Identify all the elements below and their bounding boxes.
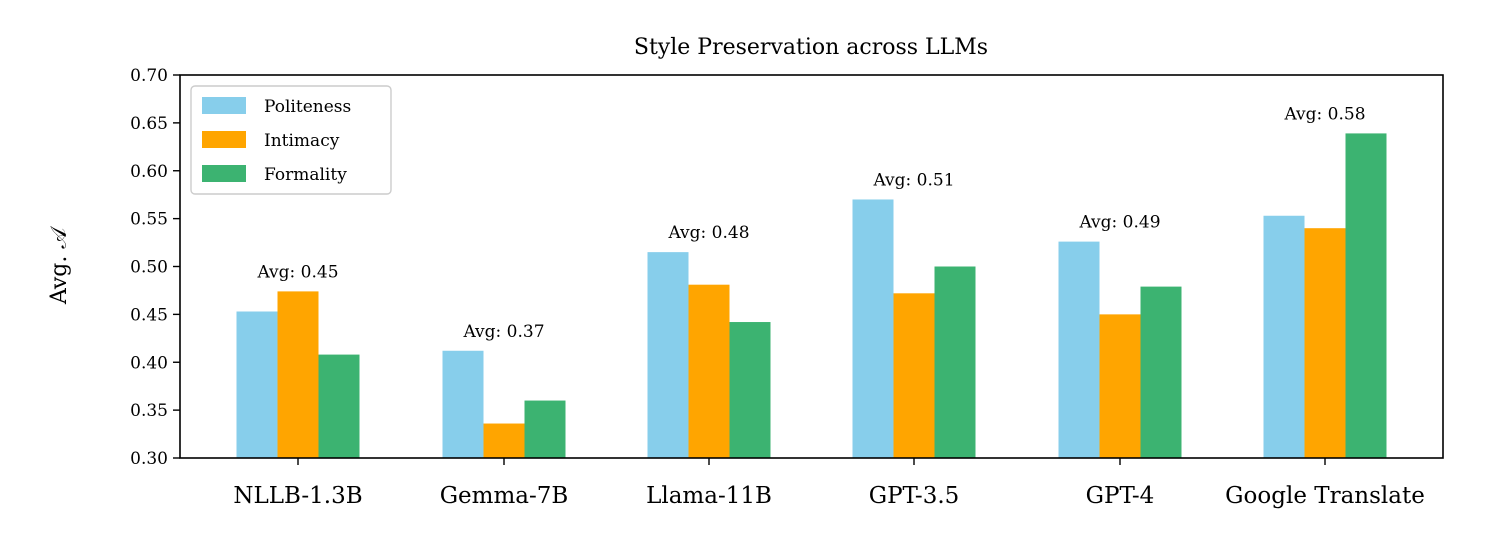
x-tick-label-2: Llama-11B [646,483,772,509]
legend-swatch-formality [202,165,246,182]
x-tick-label-1: Gemma-7B [440,483,569,509]
avg-annotations: Avg: 0.45 Avg: 0.37 Avg: 0.48 Avg: 0.51 Avg:… [256,104,1365,341]
bar-intimacy-3 [893,293,935,458]
bars-layer [236,133,1387,458]
chart-title: Style Preservation across LLMs [634,35,988,60]
bar-politeness-5 [1263,215,1305,458]
avg-annotation-2: Avg: 0.48 [667,223,749,243]
y-tick-label-0: 0.30 [130,449,168,469]
x-tick-label-0: NLLB-1.3B [233,483,362,509]
bar-politeness-3 [852,199,894,458]
legend: Politeness Intimacy Formality [190,85,392,195]
y-axis-label: Avg. 𝒜 [47,226,72,305]
legend-swatch-intimacy [202,131,246,148]
y-tick-label-6: 0.60 [130,162,168,182]
y-tick-label-8: 0.70 [130,66,168,86]
bar-politeness-0 [236,311,278,458]
y-axis: 0.30 0.35 0.40 0.45 0.50 0.55 0.60 0.65 0.70 [130,66,180,469]
x-axis: NLLB-1.3B Gemma-7B Llama-11B GPT-3.5 GPT-4 Go… [233,458,1425,509]
x-tick-label-3: GPT-3.5 [869,483,960,509]
bar-intimacy-5 [1304,228,1346,458]
legend-swatch-politeness [202,97,246,114]
bar-politeness-4 [1058,241,1100,458]
plot-frame [179,74,1444,459]
y-tick-label-4: 0.50 [130,258,168,278]
avg-annotation-5: Avg: 0.58 [1283,104,1365,124]
bar-intimacy-0 [277,291,319,458]
y-tick-label-1: 0.35 [130,401,168,421]
bar-formality-4 [1140,286,1182,458]
bar-formality-3 [934,266,976,458]
avg-annotation-3: Avg: 0.51 [872,170,954,190]
x-tick-label-5: Google Translate [1225,483,1425,509]
y-tick-label-3: 0.45 [130,305,168,325]
bar-intimacy-4 [1099,314,1141,458]
legend-label-formality: Formality [264,165,347,185]
bar-intimacy-2 [688,284,730,458]
bar-politeness-1 [442,350,484,458]
bar-formality-2 [729,322,771,458]
avg-annotation-1: Avg: 0.37 [462,322,544,342]
bar-formality-1 [524,400,566,458]
bar-intimacy-1 [483,423,525,458]
avg-annotation-4: Avg: 0.49 [1078,213,1160,233]
x-tick-label-4: GPT-4 [1086,483,1155,509]
bar-formality-0 [318,354,360,458]
bar-politeness-2 [647,252,689,458]
legend-label-politeness: Politeness [264,97,351,117]
avg-annotation-0: Avg: 0.45 [256,262,338,282]
y-tick-label-7: 0.65 [130,114,168,134]
legend-label-intimacy: Intimacy [264,131,340,151]
y-tick-label-2: 0.40 [130,353,168,373]
y-tick-label-5: 0.55 [130,210,168,230]
bar-formality-5 [1345,133,1387,458]
